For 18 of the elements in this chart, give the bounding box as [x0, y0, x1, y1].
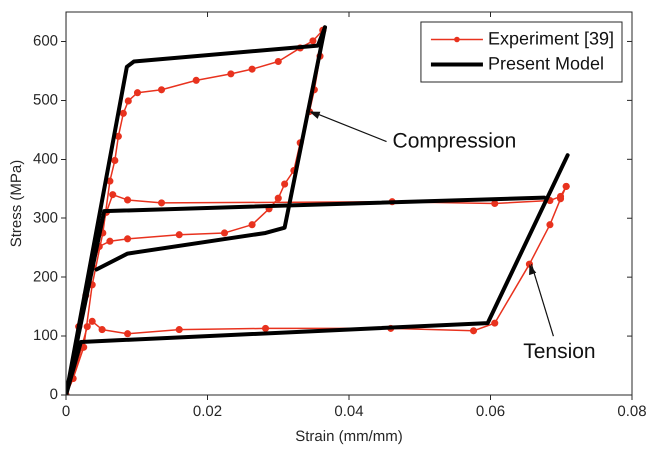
x-tick-label: 0.02: [192, 403, 222, 420]
x-tick-label: 0: [62, 403, 70, 420]
y-tick-label: 400: [32, 150, 58, 168]
x-tick-label: 0.08: [617, 403, 647, 420]
y-axis-title: Stress (MPa): [8, 160, 26, 248]
legend-label: Present Model: [488, 53, 604, 74]
legend-label: Experiment [39]: [488, 28, 614, 48]
y-tick-label: 0: [50, 386, 58, 404]
x-tick-label: 0.04: [334, 403, 364, 420]
annotation: Tension: [523, 340, 596, 363]
y-tick-label: 600: [32, 32, 58, 50]
x-tick-label: 0.06: [476, 403, 506, 420]
y-tick-label: 100: [32, 327, 58, 344]
y-tick-label: 200: [32, 268, 58, 286]
annotation: Compression: [392, 129, 516, 152]
y-tick-label: 300: [32, 209, 58, 226]
y-tick-label: 500: [32, 92, 58, 109]
x-axis-title: Strain (mm/mm): [295, 428, 403, 446]
